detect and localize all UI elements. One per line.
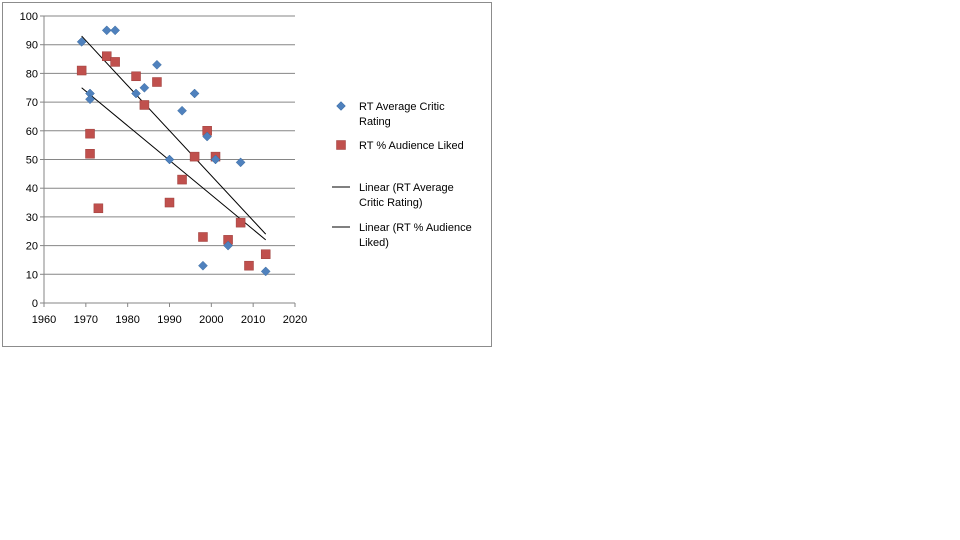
critic-rating-point [101,25,112,36]
audience-liked-point [164,197,175,208]
critic-rating-point [189,88,200,99]
audience-liked-point [152,77,162,87]
audience-liked-point [85,149,95,159]
critic-rating-point [152,59,162,70]
critic-rating-point [202,131,213,142]
critic-rating-point [260,266,271,277]
legend-label: RT Average Critic [359,101,445,113]
trendlines [81,35,267,241]
legend-label: Linear (RT Average [359,182,454,194]
critic-rating-point [139,82,150,93]
axes: 0 10 20 30 40 50 60 70 80 90 100 1960 1970 1980 1990 20… [20,11,308,326]
y-tick-label: 20 [26,241,38,253]
audience-liked-point [235,217,246,228]
y-tick-label: 10 [26,269,38,281]
x-tick-label: 1960 [32,314,56,326]
audience-liked-point [110,57,120,67]
audience-liked-point [93,203,104,214]
legend-marker [336,101,346,111]
audience-liked-point [189,151,200,162]
audience-liked-point [131,71,141,82]
audience-liked-point [198,232,208,242]
y-tick-label: 0 [32,298,38,310]
critic-rating-point [235,157,246,168]
y-tick-label: 90 [26,40,38,52]
legend-label: RT % Audience Liked [359,140,464,152]
critic-rating-point [223,240,233,251]
y-tick-label: 50 [26,155,38,167]
x-tick-label: 2010 [241,314,265,326]
trendline [81,87,267,241]
audience-liked-point [102,51,112,61]
audience-liked-point [76,65,87,76]
critic-rating-point [85,94,95,105]
audience-liked-point [85,128,95,139]
chart-area: 0 10 20 30 40 50 60 70 80 90 100 1960 1970 1980 1990 20… [2,2,492,347]
x-tick-label: 2020 [283,314,307,326]
critic-rating-point [164,154,175,165]
legend-label: Linear (RT % Audience [359,222,472,234]
y-tick-label: 30 [26,212,38,224]
critic-rating-point [198,260,208,271]
y-tick-label: 100 [20,11,38,23]
x-tick-label: 1980 [115,314,139,326]
y-tick-label: 80 [26,68,38,80]
y-tick-label: 60 [26,126,38,138]
audience-liked-point [177,174,187,185]
legend-label: Liked) [359,237,389,249]
audience-liked-point [260,249,271,259]
legend: RT Average Critic Rating RT % Audience Lik… [332,101,472,249]
legend-label: Critic Rating) [359,197,423,209]
audience-liked-point [244,260,254,271]
x-tick-label: 1970 [74,314,98,326]
audience-liked-point [139,100,150,110]
critic-rating-point [210,154,221,165]
x-tick-label: 2000 [199,314,223,326]
data-points [76,25,271,277]
critic-rating-point [177,105,187,116]
gridlines [44,15,295,275]
y-tick-label: 70 [26,97,38,109]
critic-rating-point [131,88,141,99]
trendline [81,35,267,235]
legend-label: Rating [359,116,391,128]
legend-marker [336,140,346,150]
critic-rating-point [110,25,120,36]
y-tick-label: 40 [26,183,38,195]
critic-rating-point [76,36,87,47]
x-tick-label: 1990 [157,314,181,326]
scatter-chart: 0 10 20 30 40 50 60 70 80 90 100 1960 1970 1980 1990 20… [20,11,472,326]
